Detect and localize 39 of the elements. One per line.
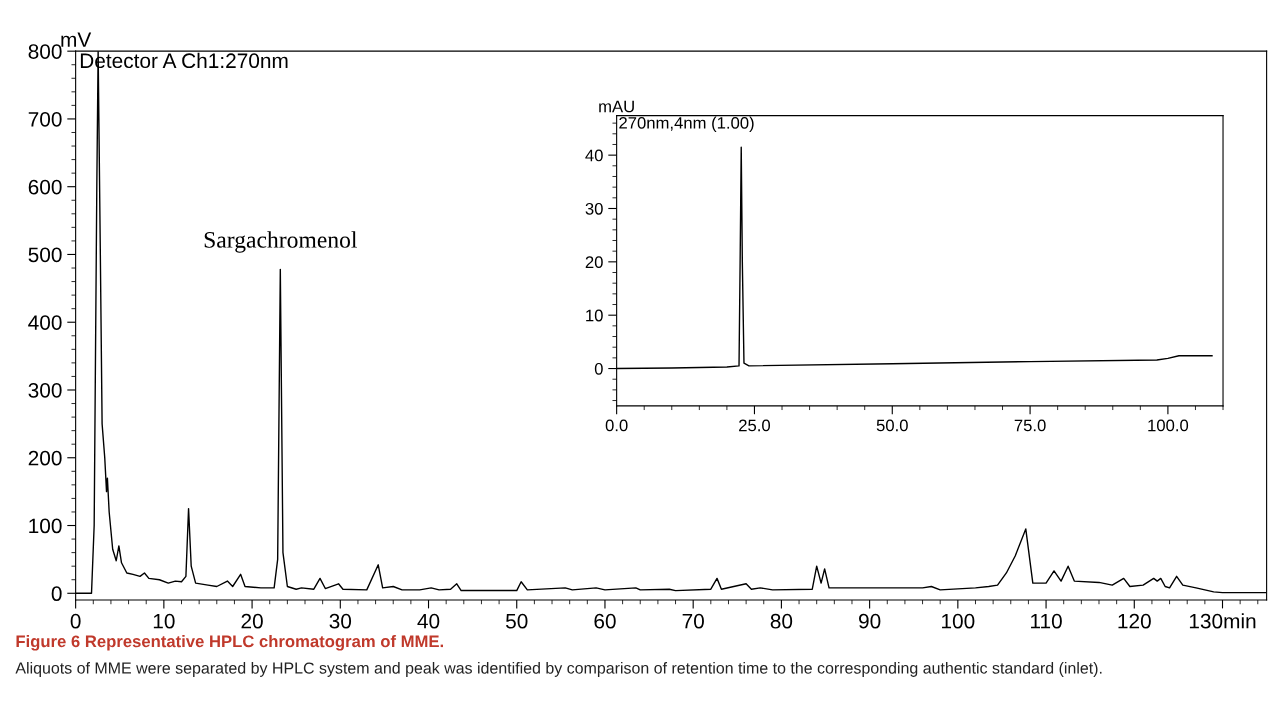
y-tick-label: 300 xyxy=(28,382,62,398)
y-tick-label: 0 xyxy=(594,362,603,375)
x-tick-label: 130min xyxy=(1189,613,1256,629)
x-tick-label: 75.0 xyxy=(1014,419,1046,432)
x-tick-label: 30 xyxy=(329,613,352,629)
y-tick-label: 800 xyxy=(28,44,62,59)
x-tick-label: 0.0 xyxy=(605,419,628,432)
annotation: 270nm,4nm (1.00) xyxy=(619,116,754,133)
y-tick-label: 500 xyxy=(28,247,62,263)
y-tick-label: 600 xyxy=(28,179,62,195)
x-tick-label: 90 xyxy=(859,613,881,629)
y-axis-title: mV xyxy=(61,32,92,47)
x-tick-label: 40 xyxy=(417,613,440,629)
x-tick-label: 100 xyxy=(942,613,975,629)
x-tick-label: 80 xyxy=(770,613,793,629)
y-tick-label: 100 xyxy=(29,518,62,534)
text: Figure 6 Representative HPLC chromatogram of MME. xyxy=(16,635,444,651)
annotation: Sargachromenol xyxy=(204,231,357,253)
x-tick-label: 50.0 xyxy=(876,419,908,432)
x-tick-label: 10 xyxy=(153,613,175,629)
y-tick-label: 30 xyxy=(585,202,603,215)
x-tick-label: 120 xyxy=(1118,613,1151,629)
x-tick-label: 50 xyxy=(505,613,528,629)
x-tick-label: 20 xyxy=(241,613,263,629)
y-tick-label: 40 xyxy=(585,149,603,162)
y-tick-label: 400 xyxy=(28,315,62,330)
y-axis-title: mAU xyxy=(599,100,634,113)
y-tick-label: 200 xyxy=(28,450,62,466)
x-tick-label: 0 xyxy=(70,613,81,629)
y-tick-label: 700 xyxy=(28,111,62,127)
x-tick-label: 100.0 xyxy=(1148,419,1189,432)
text: Aliquots of MME were separated by HPLC system and peak was identified by comparison of retention time to the corresponding authentic standard (inlet). xyxy=(15,662,1102,677)
y-tick-label: 20 xyxy=(585,256,603,269)
x-tick-label: 60 xyxy=(594,613,616,629)
y-tick-label: 0 xyxy=(51,586,62,602)
y-tick-label: 10 xyxy=(586,309,603,322)
x-tick-label: 25.0 xyxy=(739,419,771,432)
x-tick-label: 70 xyxy=(682,613,704,629)
x-tick-label: 110 xyxy=(1031,613,1062,629)
